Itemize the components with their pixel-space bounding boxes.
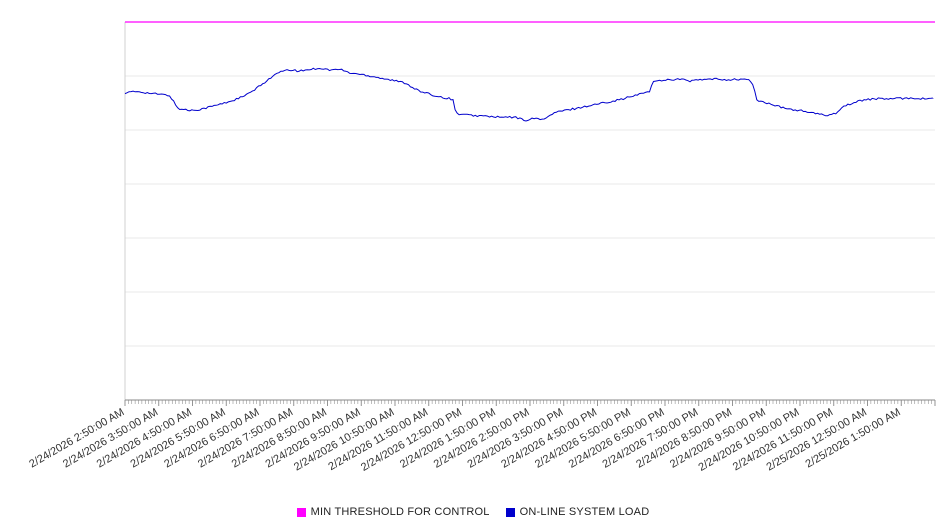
legend-item-online-load: ON-LINE SYSTEM LOAD [505,506,650,518]
legend-label-online-load: ON-LINE SYSTEM LOAD [519,506,650,518]
load-series-line [124,67,934,122]
legend-label-min-threshold: MIN THRESHOLD FOR CONTROL [310,506,490,518]
legend-swatch-min-threshold [296,507,306,517]
legend-item-min-threshold: MIN THRESHOLD FOR CONTROL [296,506,490,518]
chart-legend: MIN THRESHOLD FOR CONTROL ON-LINE SYSTEM… [0,506,946,518]
legend-swatch-online-load [505,507,515,517]
